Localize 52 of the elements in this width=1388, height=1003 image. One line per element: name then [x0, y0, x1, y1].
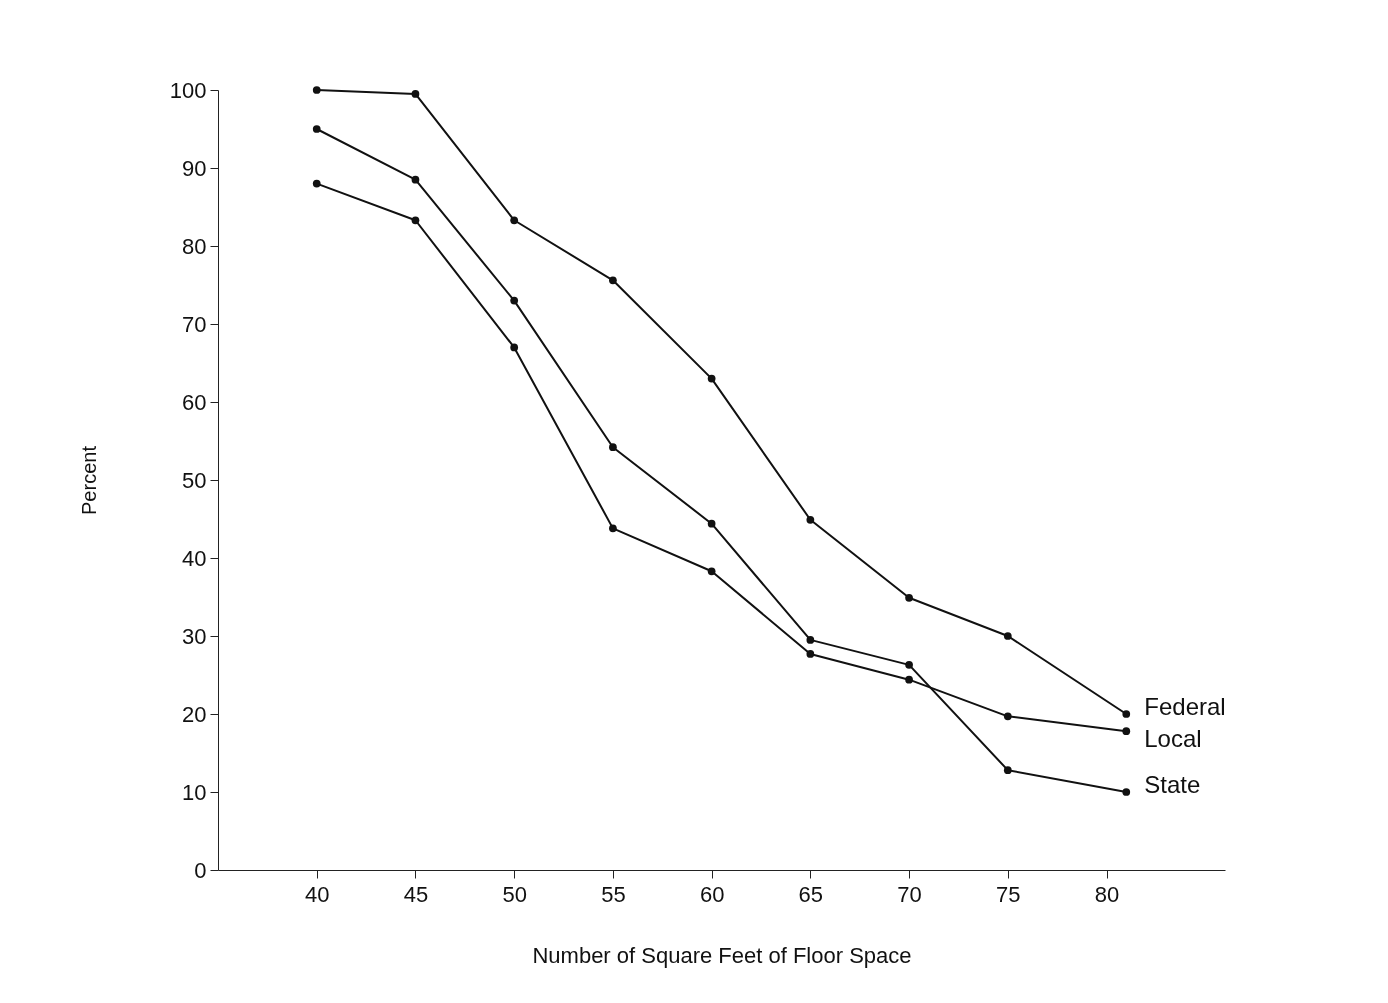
x-tick-label: 75	[996, 881, 1021, 907]
x-tick-label: 55	[601, 881, 626, 907]
series-label: Federal	[1144, 693, 1226, 720]
x-tick-label: 65	[798, 881, 824, 907]
point	[707, 567, 716, 576]
point	[312, 86, 321, 94]
point	[905, 660, 913, 669]
point	[312, 125, 321, 133]
y-tick-label: 0	[194, 857, 207, 883]
y-tick-label: 90	[182, 155, 207, 181]
y-tick-label: 40	[182, 545, 207, 571]
y-tick-label: 20	[182, 701, 207, 727]
point	[609, 524, 617, 533]
point	[1122, 788, 1131, 796]
y-tick-label: 80	[182, 233, 207, 259]
point	[411, 90, 420, 98]
point	[312, 179, 321, 188]
y-tick-label: 30	[182, 623, 207, 649]
point	[411, 175, 420, 184]
point	[609, 443, 617, 452]
point	[1003, 712, 1012, 721]
point	[1003, 766, 1012, 775]
y-axis-title: Percent	[77, 445, 100, 515]
x-tick-label: 80	[1094, 881, 1120, 907]
y-tick-label: 60	[182, 389, 207, 415]
x-tick-label: 70	[897, 881, 922, 907]
point	[411, 216, 420, 225]
y-tick-label: 70	[182, 311, 207, 337]
point	[806, 650, 815, 658]
y-tick-label: 100	[169, 77, 207, 103]
point	[806, 515, 815, 524]
point	[707, 519, 716, 528]
point	[1122, 727, 1131, 736]
x-tick-label: 50	[502, 881, 527, 907]
point	[609, 276, 617, 285]
point	[905, 675, 913, 684]
y-tick-label: 10	[182, 779, 207, 805]
point	[510, 296, 519, 305]
x-tick-label: 40	[304, 881, 330, 907]
x-axis-title: Number of Square Feet of Floor Space	[532, 942, 912, 968]
point	[1122, 710, 1131, 718]
x-tick-label: 60	[699, 881, 725, 907]
point	[510, 216, 519, 225]
point	[510, 343, 519, 352]
point	[1003, 632, 1012, 640]
point	[707, 374, 716, 383]
series-label: State	[1144, 771, 1201, 798]
point	[806, 636, 815, 644]
y-tick-label: 50	[182, 467, 207, 493]
x-tick-label: 45	[403, 881, 429, 907]
series-label: Local	[1144, 725, 1202, 752]
point	[905, 593, 913, 602]
